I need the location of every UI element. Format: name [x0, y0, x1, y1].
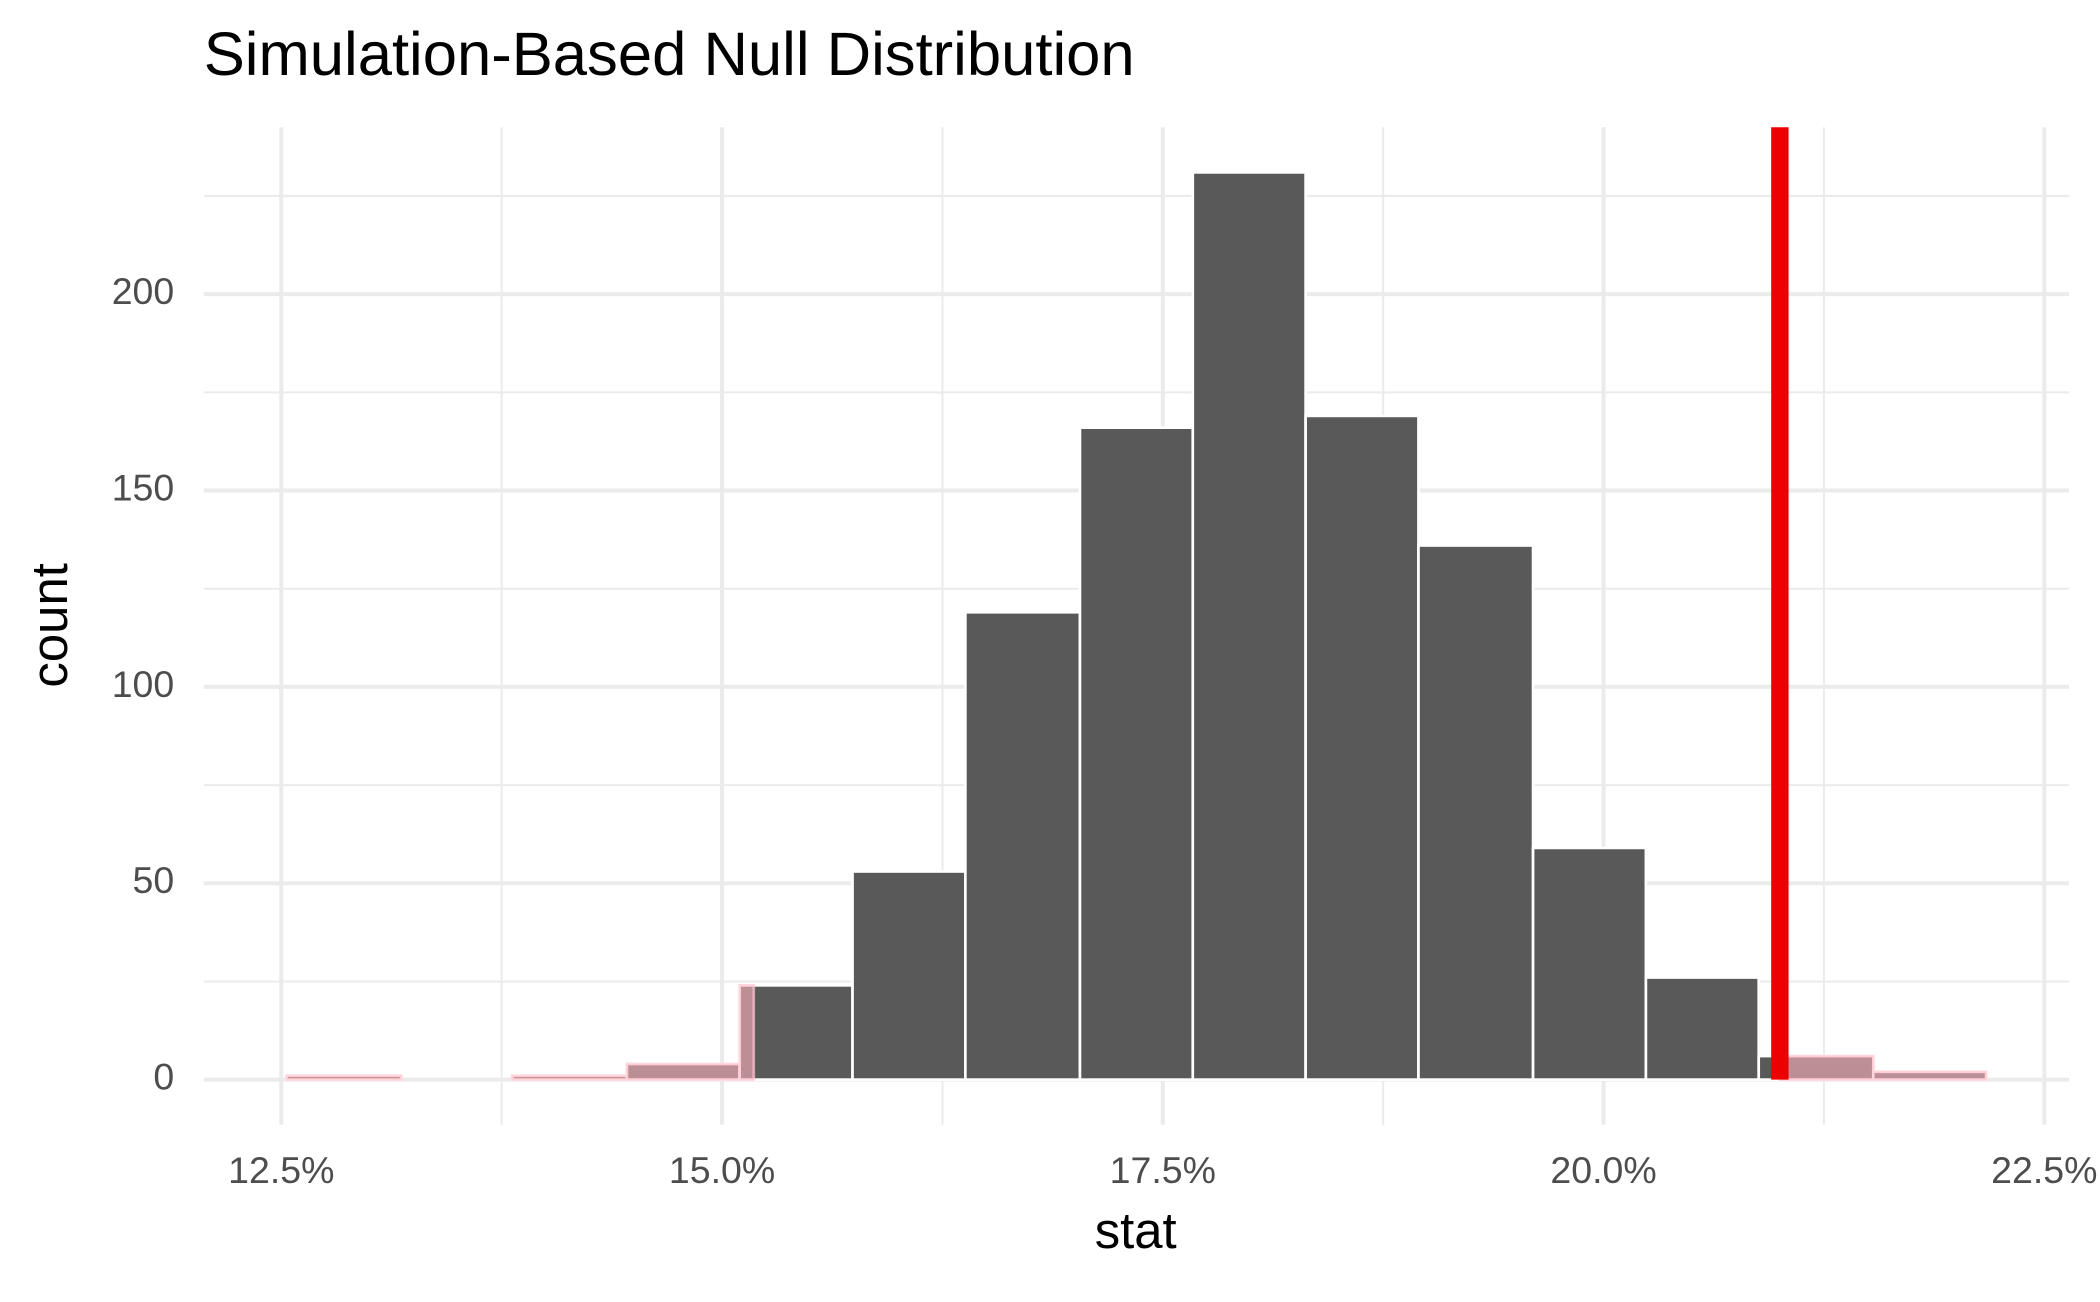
bar: [1531, 846, 1648, 1081]
bar: [1304, 414, 1420, 1081]
bar: [851, 870, 967, 1081]
bar: [738, 984, 854, 1081]
x-tick-label: 22.5%: [1991, 1149, 2097, 1191]
shaded-bar-part: [1871, 1070, 1988, 1081]
x-tick-label: 15.0%: [669, 1149, 775, 1191]
shaded-bar-part: [1778, 1054, 1875, 1081]
x-tick-label: 20.0%: [1550, 1149, 1656, 1191]
y-axis-title: count: [21, 563, 78, 687]
x-tick-label: 17.5%: [1110, 1149, 1216, 1191]
y-tick-label: 200: [112, 270, 175, 312]
x-axis-title: stat: [1095, 1202, 1177, 1259]
bar: [1417, 544, 1535, 1081]
bar: [1078, 426, 1195, 1081]
shaded-bar-part: [738, 984, 756, 1081]
y-tick-label: 50: [133, 859, 175, 901]
bar: [1191, 171, 1307, 1081]
shaded-bar-part: [510, 1074, 629, 1081]
bar: [1644, 976, 1761, 1081]
y-tick-label: 100: [112, 663, 175, 705]
shaded-bar-part: [625, 1062, 742, 1081]
y-tick-label: 0: [153, 1056, 174, 1098]
shaded-bar-part: [285, 1074, 403, 1081]
x-tick-label: 12.5%: [228, 1149, 334, 1191]
bar: [964, 610, 1082, 1081]
chart-title: Simulation-Based Null Distribution: [204, 20, 1135, 89]
y-tick-label: 150: [112, 466, 175, 508]
